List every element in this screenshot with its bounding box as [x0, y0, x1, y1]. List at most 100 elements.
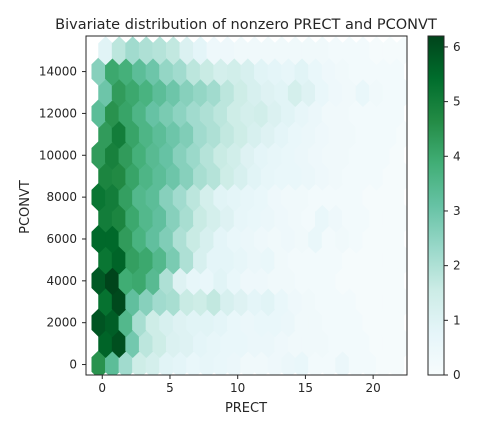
hex-cell: [301, 287, 317, 317]
hex-cell: [355, 161, 371, 191]
hex-cell: [321, 224, 337, 254]
hex-cell: [389, 182, 405, 212]
y-tick-label: 10000: [39, 148, 77, 162]
hex-cell: [125, 119, 141, 149]
hex-cell: [308, 266, 323, 296]
hex-cell: [396, 119, 407, 149]
colorbar-tick-label: 6: [453, 40, 461, 54]
hex-cell: [335, 140, 351, 170]
hex-cell: [138, 36, 154, 66]
hex-cell: [165, 119, 181, 149]
hex-cell: [165, 203, 181, 233]
hex-cell: [362, 140, 378, 170]
hex-cell: [389, 224, 405, 254]
hex-cell: [260, 78, 276, 107]
hex-cell: [314, 287, 330, 317]
hex-cell: [213, 98, 229, 128]
hex-cell: [355, 203, 371, 233]
hex-cell: [226, 140, 242, 170]
hex-cell: [206, 78, 222, 107]
hex-cell: [355, 119, 371, 149]
hex-cell: [382, 329, 398, 359]
y-tick-label: 6000: [46, 232, 77, 246]
hex-cell: [247, 36, 262, 66]
hex-cell: [193, 119, 208, 149]
hex-cell: [159, 308, 174, 338]
hex-cell: [111, 203, 127, 233]
hex-cell: [314, 161, 330, 191]
hex-cell: [274, 36, 290, 66]
hex-cell: [342, 161, 357, 191]
hex-cell: [98, 329, 114, 359]
hex-cell: [199, 350, 215, 375]
hex-cell: [369, 329, 384, 359]
hex-cell: [301, 329, 317, 359]
hex-cell: [152, 203, 168, 233]
hex-cell: [145, 350, 161, 375]
hex-cell: [125, 161, 141, 191]
hex-cell: [125, 329, 141, 359]
hex-cell: [165, 287, 181, 317]
hex-cell: [260, 119, 276, 149]
hex-cell: [165, 78, 181, 107]
hex-cell: [186, 224, 202, 254]
y-tick-label: 14000: [39, 65, 77, 79]
hex-cell: [138, 245, 154, 275]
hex-cell: [328, 203, 344, 233]
hex-cell: [287, 119, 303, 149]
hex-cell: [145, 140, 161, 170]
hex-cell: [118, 266, 134, 296]
hex-cell: [314, 119, 330, 149]
hex-cell: [294, 57, 310, 87]
hex-cell: [145, 224, 161, 254]
hex-cell: [267, 57, 283, 87]
y-tick-label: 4000: [46, 274, 77, 288]
hex-cell: [206, 203, 222, 233]
hex-cell: [362, 266, 378, 296]
hex-cell: [274, 78, 290, 107]
hex-cell: [159, 57, 174, 87]
hex-cell: [308, 182, 323, 212]
hex-cell: [287, 203, 303, 233]
x-axis-label: PRECT: [225, 401, 267, 416]
hex-cell: [328, 36, 344, 66]
hex-cell: [362, 182, 378, 212]
hex-cell: [199, 224, 215, 254]
hex-cell: [389, 308, 405, 338]
colorbar-tick-label: 1: [453, 313, 461, 327]
hex-cell: [213, 182, 229, 212]
hex-cell: [213, 266, 229, 296]
hex-cell: [118, 224, 134, 254]
hex-cell: [342, 36, 357, 66]
hex-cell: [179, 161, 195, 191]
hex-cell: [281, 308, 296, 338]
hex-cell: [342, 245, 357, 275]
hex-cell: [193, 287, 208, 317]
hex-cell: [335, 182, 351, 212]
hex-cell: [240, 140, 256, 170]
hex-cell: [159, 350, 174, 375]
hex-cell: [186, 98, 202, 128]
colorbar-ticks: 0 1 2 3 4 5 6: [444, 40, 461, 382]
hex-cell: [247, 119, 262, 149]
hex-cell: [213, 350, 229, 375]
hex-cell: [254, 98, 269, 128]
hex-cell: [193, 78, 208, 107]
hex-cell: [179, 287, 195, 317]
hex-cell: [206, 245, 222, 275]
hex-cell: [355, 36, 371, 66]
hex-cell: [287, 161, 303, 191]
hex-cell: [118, 182, 134, 212]
hex-cell: [220, 119, 235, 149]
hex-cell: [111, 78, 127, 107]
hex-cell: [220, 36, 235, 66]
hex-cell: [98, 78, 114, 107]
hex-cell: [125, 203, 141, 233]
hex-cell: [105, 182, 120, 212]
hex-cell: [308, 140, 323, 170]
hex-cell: [179, 36, 195, 66]
hex-cell: [118, 57, 134, 87]
hex-cell: [233, 287, 249, 317]
hex-cell: [152, 329, 168, 359]
hex-cell: [206, 329, 222, 359]
